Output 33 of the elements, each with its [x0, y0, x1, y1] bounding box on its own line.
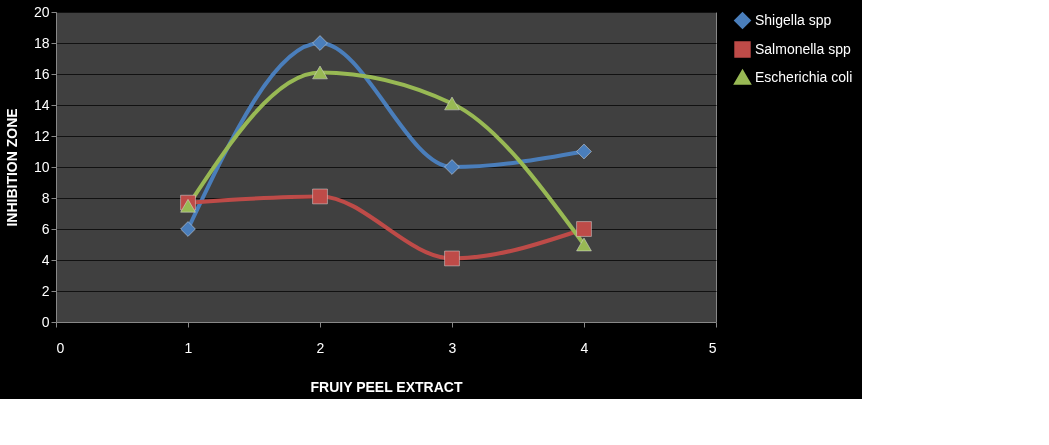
y-tick-label: 16 [33, 65, 50, 82]
y-tick-label: 12 [33, 127, 50, 144]
point [312, 65, 328, 80]
legend-label: Shigella spp [755, 11, 832, 28]
y-tick-label: 10 [33, 158, 50, 175]
point [180, 221, 196, 237]
y-tick-label: 14 [33, 96, 50, 113]
y-tick-label: 0 [41, 313, 50, 330]
x-tick-label: 2 [316, 339, 325, 356]
y-axis-title: INHIBITION ZONE [3, 108, 20, 227]
point [444, 96, 460, 111]
x-axis-title: FRUIY PEEL EXTRACT [310, 378, 463, 395]
y-tick-label: 6 [41, 220, 50, 237]
x-tick-label: 5 [708, 339, 717, 356]
point [576, 221, 592, 237]
point [444, 250, 460, 267]
x-tick-label: 4 [580, 339, 589, 356]
point [576, 237, 592, 252]
y-tick-label: 20 [33, 3, 50, 20]
point [180, 199, 196, 213]
legend-label: Salmonella spp [755, 40, 851, 57]
x-tick-label: 3 [448, 339, 457, 356]
y-tick-label: 18 [33, 34, 50, 51]
y-tick-label: 2 [41, 282, 50, 299]
x-tick-label: 0 [56, 339, 65, 356]
x-tick-label: 1 [184, 339, 193, 356]
point [576, 143, 592, 160]
y-tick-label: 4 [41, 251, 50, 268]
y-tick-label: 8 [41, 189, 50, 206]
legend-label: Escherichia coli [755, 68, 853, 85]
point [444, 159, 460, 175]
point [312, 35, 328, 51]
point [312, 188, 328, 205]
